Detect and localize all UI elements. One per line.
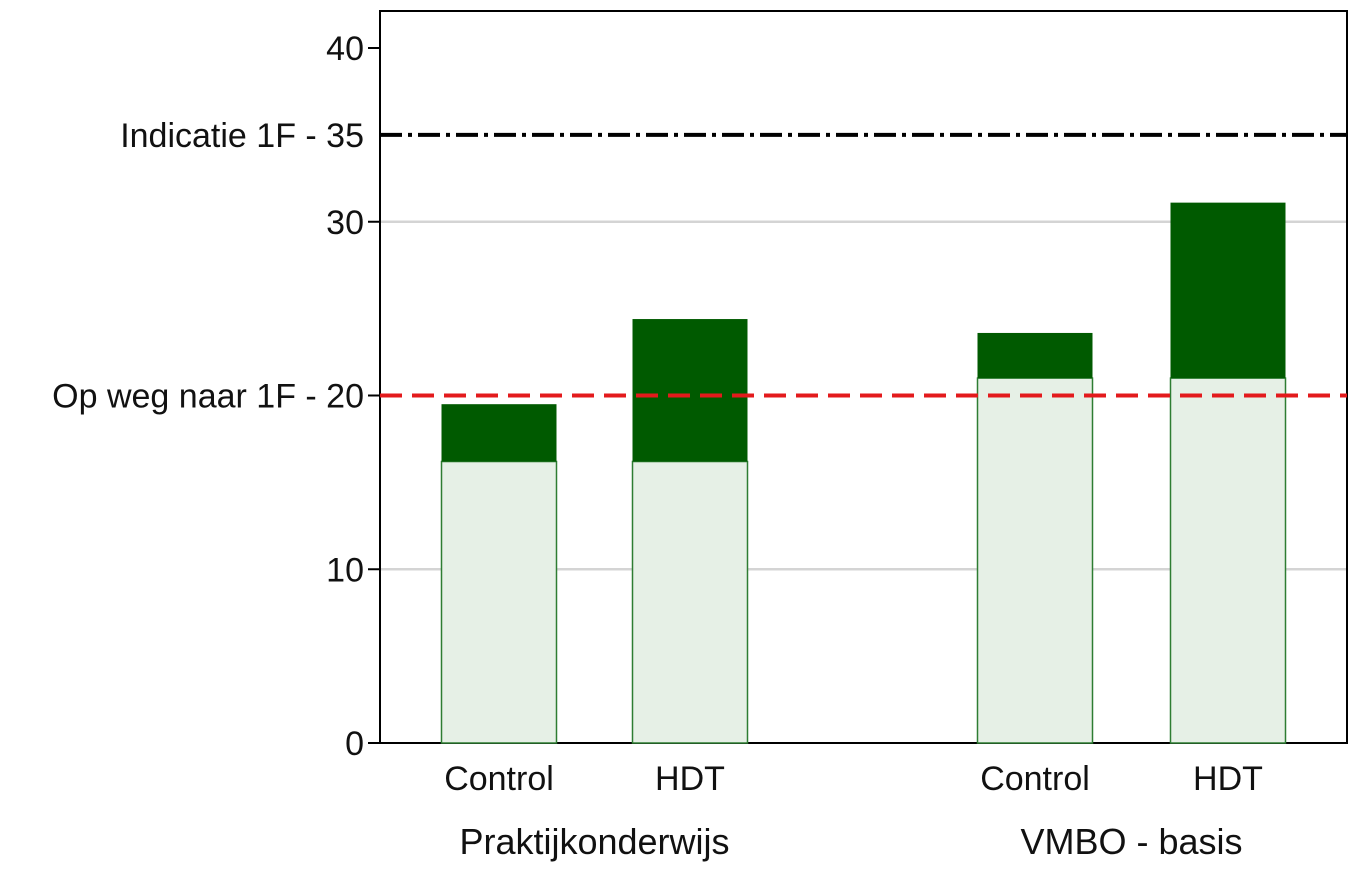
- y-tick-label-10: 10: [326, 551, 364, 589]
- bar-base-1: [631, 460, 749, 744]
- bar-base-0: [440, 460, 558, 744]
- category-label-0: Control: [444, 760, 554, 798]
- y-tick-label-40: 40: [326, 30, 364, 68]
- bars: [440, 202, 1287, 744]
- category-label-2: Control: [980, 760, 1090, 798]
- y-tick-label-0: 0: [345, 725, 364, 763]
- bar-base-2: [976, 377, 1094, 744]
- group-label-0: Praktijkonderwijs: [459, 821, 729, 862]
- group-label-1: VMBO - basis: [1020, 821, 1242, 862]
- reference-line-label-35: Indicatie 1F - 35: [120, 117, 364, 155]
- bar-base-3: [1169, 377, 1287, 744]
- bar-top-2: [977, 332, 1093, 379]
- bar-top-3: [1170, 202, 1286, 379]
- x-axis-labels: Control HDT Control HDT Praktijkonderwijs VMB…: [444, 760, 1263, 862]
- reference-lines: [380, 132, 1347, 398]
- y-axis: 0 10 30 40 Indicatie 1F - 35 Op weg naar 1F -…: [52, 30, 380, 763]
- category-label-1: HDT: [655, 760, 725, 798]
- bar-top-1: [632, 319, 748, 462]
- reference-line-label-20: Op weg naar 1F - 20: [52, 378, 364, 416]
- y-tick-label-30: 30: [326, 204, 364, 242]
- category-label-3: HDT: [1193, 760, 1263, 798]
- bar-top-0: [441, 404, 557, 462]
